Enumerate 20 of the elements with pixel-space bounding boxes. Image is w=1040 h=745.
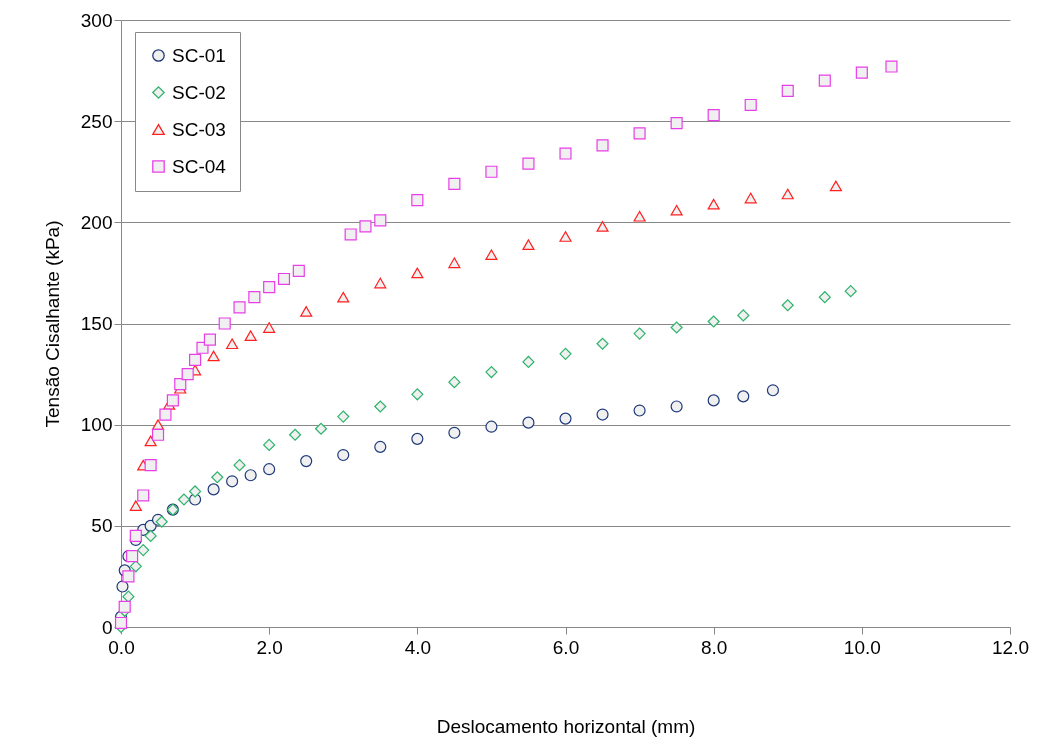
y-tick-label: 250: [80, 110, 113, 132]
y-tick-label: 100: [80, 414, 113, 436]
x-tick-label: 0.0: [108, 636, 135, 658]
x-tick-label: 8.0: [700, 636, 728, 658]
y-axis-title: Tensão Cisalhante (kPa): [41, 220, 63, 428]
legend-label: SC-02: [172, 81, 226, 103]
x-axis-title: Deslocamento horizontal (mm): [436, 715, 696, 737]
x-tick-label: 12.0: [992, 636, 1029, 658]
legend-label: SC-03: [172, 118, 226, 140]
x-tick-label: 6.0: [552, 636, 580, 658]
y-tick-label: 150: [80, 313, 113, 334]
y-tick-label: 0: [101, 616, 113, 638]
x-tick-label: 2.0: [256, 636, 283, 658]
x-tick-label: 10.0: [843, 636, 881, 658]
y-tick-label: 300: [80, 9, 113, 31]
legend-label: SC-01: [172, 44, 226, 66]
y-tick-label: 200: [80, 211, 113, 233]
legend-label: SC-04: [172, 155, 227, 177]
x-tick-label: 4.0: [404, 636, 432, 658]
y-tick-label: 50: [91, 515, 113, 537]
